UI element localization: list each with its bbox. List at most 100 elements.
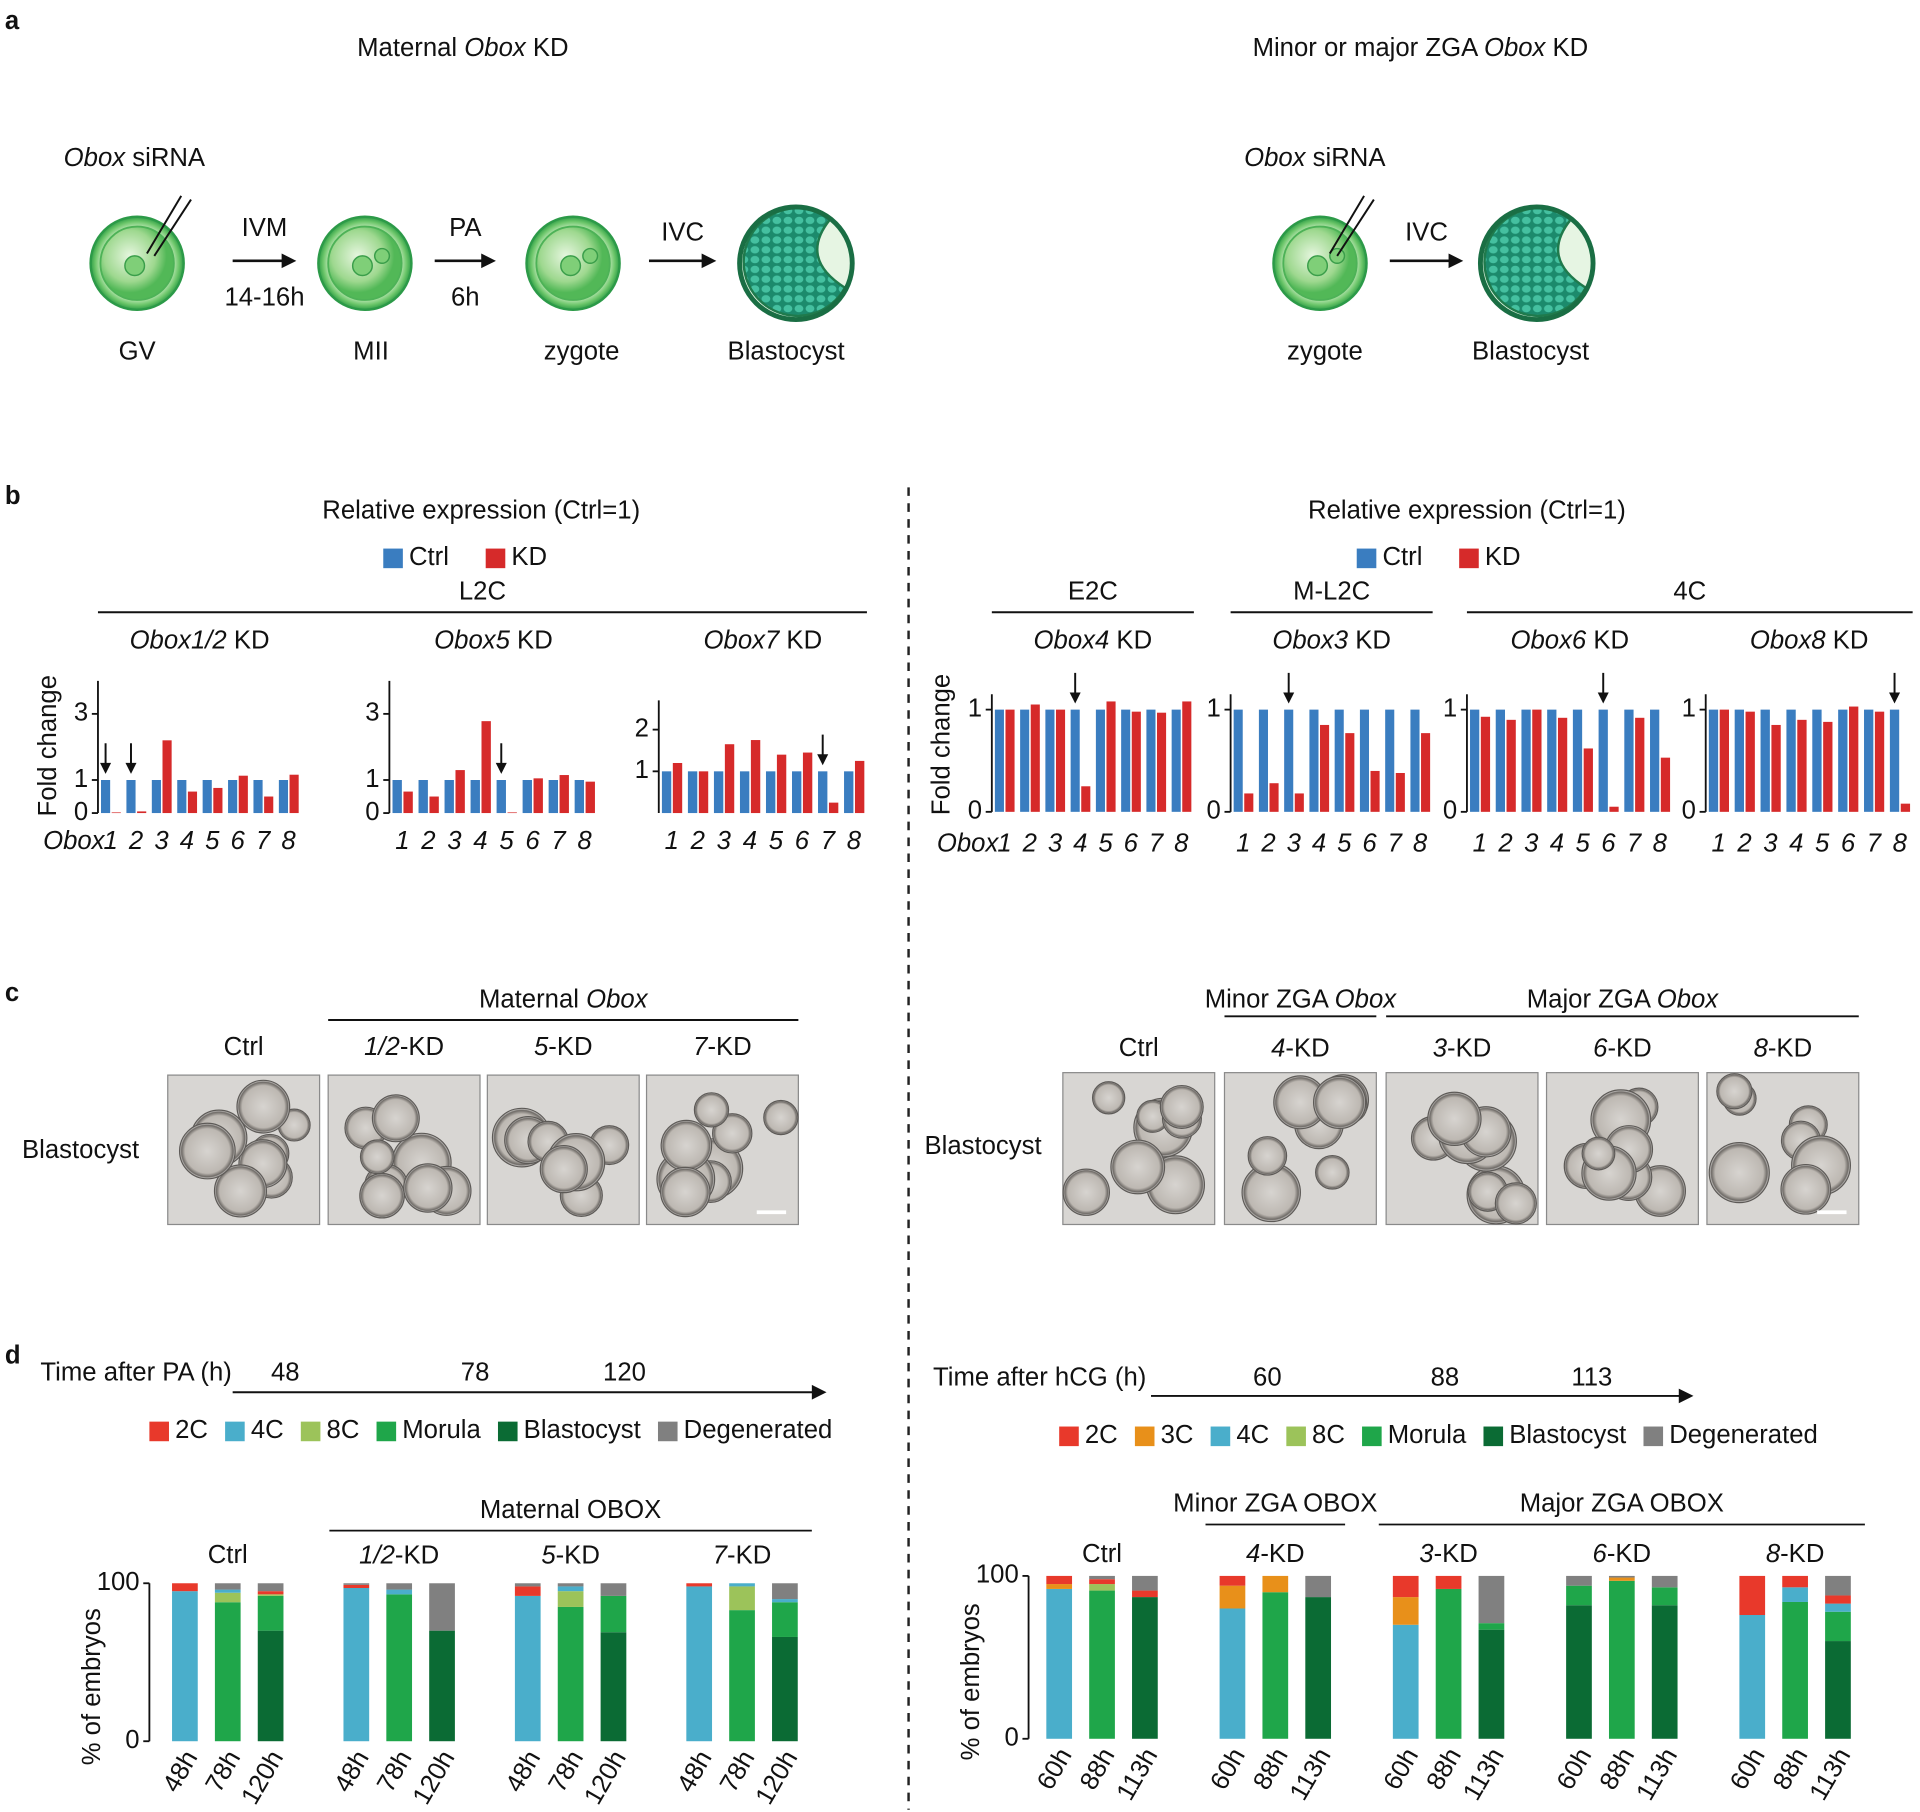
x-tick-label: 6 <box>231 827 246 855</box>
y-axis-label: Fold change <box>34 675 62 816</box>
bar <box>444 780 454 814</box>
arrow-head <box>1283 692 1295 704</box>
x-tick-label: 8 <box>1174 830 1189 858</box>
bar <box>1157 712 1167 812</box>
x-tick-label: 1 <box>1236 830 1250 858</box>
legend-swatch <box>225 1421 245 1442</box>
x-tick-label: 7 <box>1149 830 1165 858</box>
x-tick-label: 113h <box>1285 1743 1337 1805</box>
x-tick-label: 1 <box>1473 830 1487 858</box>
bar <box>1532 709 1542 812</box>
bar-segment <box>214 1592 241 1603</box>
bar <box>111 812 121 814</box>
chart-title-part: Obox4 <box>1034 626 1110 654</box>
embryo <box>693 1092 730 1128</box>
embryo <box>1159 1084 1204 1129</box>
y-tick-label: 0 <box>1004 1724 1018 1752</box>
stage-label: Blastocyst <box>728 337 845 365</box>
bar-segment <box>1478 1629 1505 1739</box>
bar-segment <box>1132 1590 1158 1598</box>
y-tick-label: 1 <box>1443 694 1457 722</box>
bar-segment <box>343 1583 370 1585</box>
embryo <box>1312 1075 1367 1130</box>
y-tick-label: 1 <box>1682 694 1696 722</box>
x-tick-label: 120h <box>750 1746 803 1810</box>
column-label-part: -KD <box>1607 1034 1651 1062</box>
bar <box>1095 709 1105 812</box>
pronucleus <box>373 247 391 264</box>
panel-label: b <box>5 482 21 510</box>
x-tick-label: 3 <box>1287 830 1302 858</box>
bar <box>1760 709 1770 812</box>
bar-segment <box>257 1594 284 1596</box>
legend-label: Blastocyst <box>1509 1421 1626 1449</box>
legend-swatch <box>1356 548 1377 569</box>
x-tick-label: 120h <box>236 1746 289 1810</box>
bar-segment <box>1392 1624 1419 1739</box>
nucleus <box>1307 255 1329 277</box>
x-tick-label: 3 <box>717 827 732 855</box>
legend-swatch <box>383 548 403 569</box>
bar <box>1121 709 1131 812</box>
x-tick-label: 5 <box>1337 830 1352 858</box>
y-axis-label: Fold change <box>928 674 956 815</box>
nucleus <box>124 255 146 277</box>
step-label: IVC <box>1405 219 1448 247</box>
bar <box>392 780 402 814</box>
bar-segment <box>600 1583 627 1596</box>
x-tick-label: 4 <box>1312 830 1326 858</box>
group-label: M-L2C <box>1293 577 1370 605</box>
group-label-part: -KD <box>556 1541 600 1569</box>
y-tick-label: 0 <box>968 797 982 825</box>
group-label: E2C <box>1068 577 1118 605</box>
bar <box>994 709 1004 812</box>
embryo <box>1110 1139 1166 1195</box>
embryo <box>178 1122 236 1180</box>
x-tick-label: 48h <box>500 1746 546 1797</box>
embryo <box>213 1164 268 1218</box>
x-tick-label: 3 <box>154 827 169 855</box>
x-tick-label: 3 <box>447 827 462 855</box>
x-tick-label: 8 <box>281 827 296 855</box>
bar <box>1838 709 1848 812</box>
group-label-part: -KD <box>1607 1540 1651 1568</box>
x-tick-label: 113h <box>1111 1743 1163 1805</box>
chart-title-part: KD <box>1348 626 1391 654</box>
panel-label: c <box>5 979 19 1007</box>
injection-label-part: siRNA <box>1306 144 1387 172</box>
x-tick-label: 2 <box>690 827 705 855</box>
legend-swatch <box>1362 1426 1382 1447</box>
chart-title-part: KD <box>227 626 270 654</box>
group-label-part: -KD <box>395 1541 439 1569</box>
x-tick-label: 2 <box>1497 830 1512 858</box>
y-tick-label: 3 <box>74 699 88 727</box>
bar <box>1320 724 1330 812</box>
bar <box>507 812 517 814</box>
bar-segment <box>514 1595 541 1742</box>
x-tick-label: 60h <box>1725 1743 1771 1794</box>
panel-title: Relative expression (Ctrl=1) <box>322 497 640 525</box>
bar-segment <box>343 1584 370 1589</box>
embryo <box>359 1139 395 1175</box>
bar-segment <box>1825 1611 1851 1642</box>
legend-swatch <box>376 1421 397 1442</box>
group-label-part: 6 <box>1593 1540 1608 1568</box>
header-label: Maternal Obox <box>479 985 649 1013</box>
bar <box>213 787 223 814</box>
bar <box>1385 709 1395 812</box>
bar <box>802 752 813 814</box>
x-tick-label: 120h <box>579 1746 632 1810</box>
column-label-part: 5 <box>534 1033 549 1061</box>
panel-label: a <box>5 7 20 35</box>
embryo <box>1427 1091 1482 1147</box>
bar <box>1309 709 1319 812</box>
embryo <box>236 1079 291 1134</box>
column-label-part: 6 <box>1593 1034 1608 1062</box>
bar-segment <box>214 1589 241 1593</box>
arrow-head <box>1678 1388 1694 1404</box>
x-tick-label: 8 <box>1413 830 1428 858</box>
bar <box>1864 709 1874 812</box>
column-label-part: -KD <box>1447 1034 1491 1062</box>
legend-label: Ctrl <box>1382 543 1422 571</box>
bar-segment <box>729 1586 755 1611</box>
